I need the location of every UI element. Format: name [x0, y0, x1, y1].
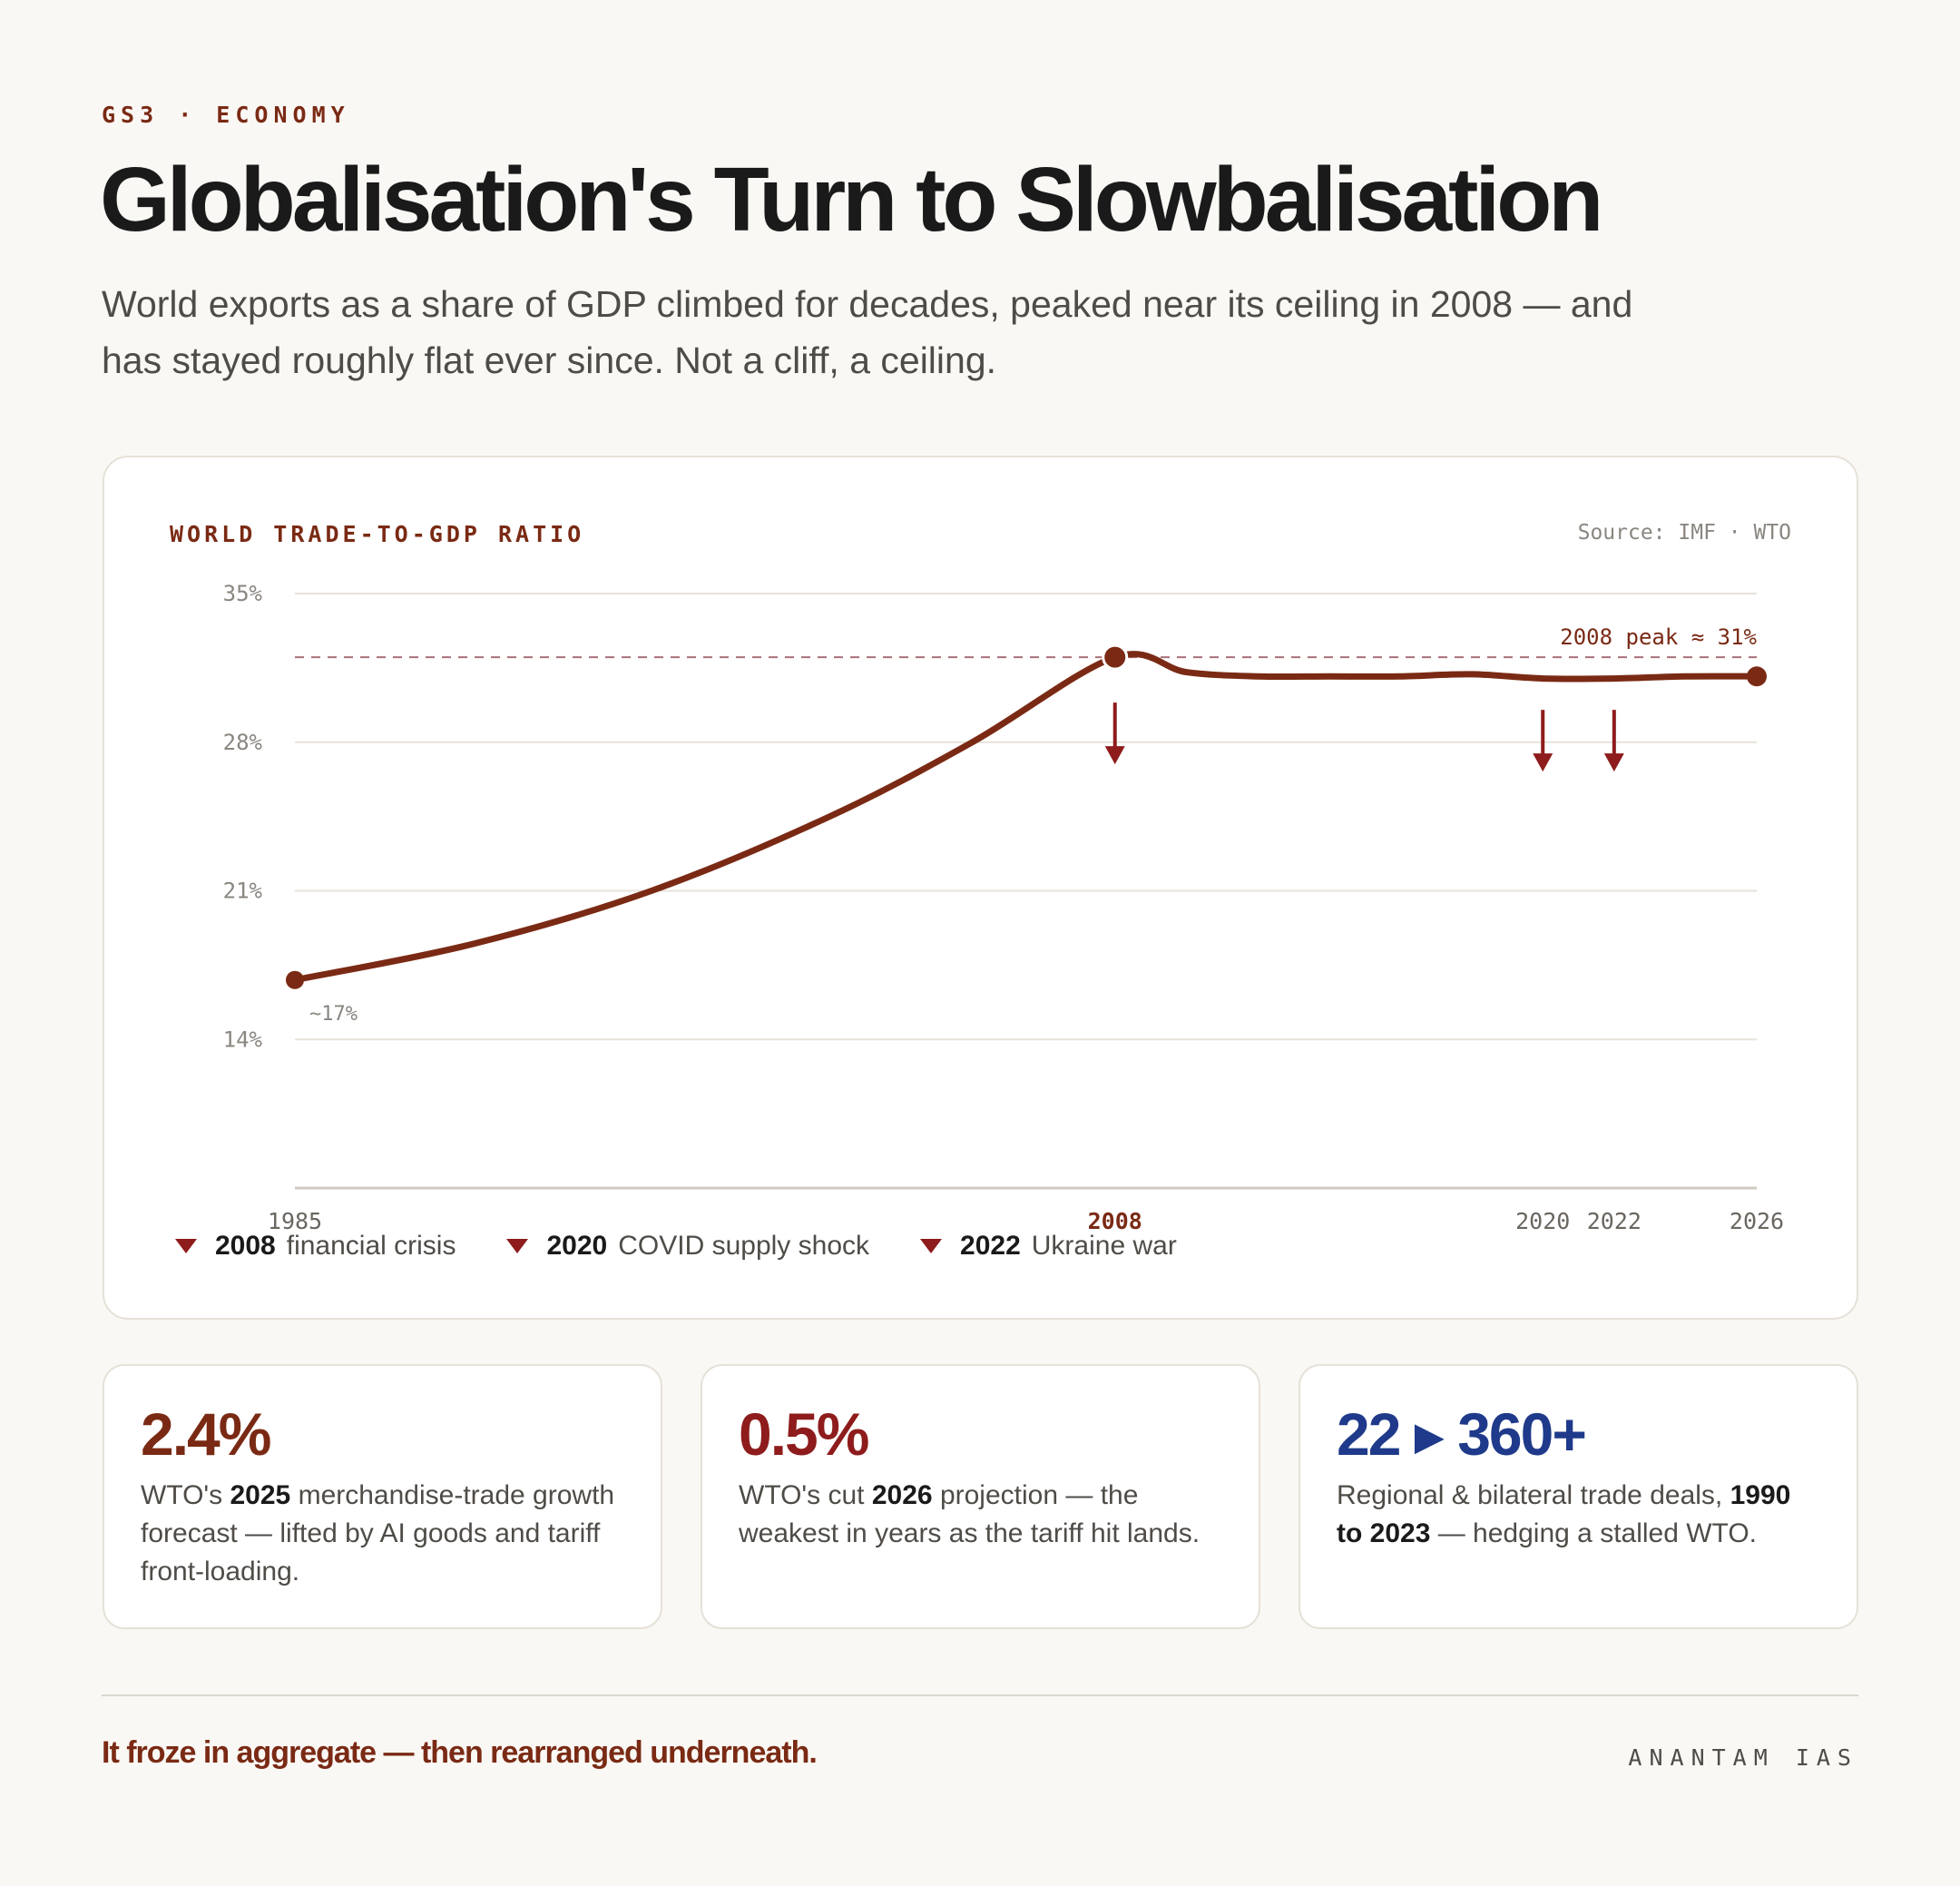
page-subtitle: World exports as a share of GDP climbed … [102, 283, 1633, 381]
legend-label: Ukraine war [1031, 1231, 1177, 1261]
legend-year: 2020 [546, 1231, 608, 1261]
stat-description: WTO's cut 2026 projection — the weakest … [739, 1480, 1200, 1548]
stat-value: 22 ▸ 360+ [1337, 1400, 1587, 1468]
triangle-down-icon [920, 1239, 943, 1253]
y-tick-label: 14% [223, 1026, 263, 1052]
legend-year: 2008 [215, 1231, 276, 1261]
legend-year: 2022 [960, 1231, 1021, 1261]
kicker: GS3 · ECONOMY [102, 102, 350, 128]
footer-divider [102, 1694, 1858, 1696]
chart-card: WORLD TRADE-TO-GDP RATIO Source: IMF · W… [103, 456, 1858, 1320]
event-arrow-head [1104, 746, 1125, 765]
x-tick-label: 1985 [268, 1208, 322, 1234]
trade-ratio-chart: 35% 28% 21% 14% 1985 2008 2020 2022 2026 2008 pea… [223, 581, 1784, 1234]
event-legend: 2008 financial crisis 2020 COVID supply sho… [175, 1231, 1177, 1262]
y-tick-label: 28% [223, 730, 263, 755]
legend-item: 2008 financial crisis [175, 1231, 456, 1262]
peak-point [1102, 643, 1129, 671]
legend-label: COVID supply shock [618, 1231, 870, 1261]
legend-label: financial crisis [286, 1231, 456, 1261]
triangle-down-icon [506, 1239, 529, 1253]
stat-card: 0.5% WTO's cut 2026 projection — the weak… [701, 1364, 1260, 1629]
end-point [1747, 666, 1767, 687]
chart-source: Source: IMF · WTO [1577, 521, 1791, 545]
closing-line: It froze in aggregate — then rearranged … [102, 1735, 818, 1770]
trade-ratio-line [291, 651, 1760, 984]
x-tick-label: 2020 [1515, 1208, 1570, 1234]
start-annotation: ~17% [309, 1003, 358, 1026]
legend-item: 2020 COVID supply shock [506, 1231, 869, 1262]
legend-item: 2022 Ukraine war [920, 1231, 1177, 1262]
stat-card: 2.4% WTO's 2025 merchandise-trade growth … [103, 1364, 662, 1629]
stat-description: WTO's 2025 merchandise-trade growth fore… [141, 1480, 615, 1586]
y-tick-label: 35% [223, 581, 263, 606]
x-tick-label: 2026 [1730, 1208, 1784, 1234]
stat-card: 22 ▸ 360+ Regional & bilateral trade deal… [1298, 1364, 1858, 1629]
y-tick-label: 21% [223, 879, 263, 904]
event-arrow-head [1603, 753, 1624, 772]
event-arrow-head [1533, 753, 1553, 772]
x-tick-label: 2022 [1587, 1208, 1642, 1234]
stat-description: Regional & bilateral trade deals, 1990 t… [1337, 1480, 1791, 1548]
start-point [286, 970, 304, 989]
triangle-down-icon [175, 1239, 197, 1253]
page-title: Globalisation's Turn to Slowbalisation [100, 149, 1603, 250]
brand-name: ANANTAM IAS [1628, 1744, 1858, 1771]
stat-value: 0.5% [739, 1400, 869, 1468]
stat-value: 2.4% [141, 1400, 271, 1468]
peak-label: 2008 peak ≈ 31% [1560, 624, 1757, 650]
chart-label: WORLD TRADE-TO-GDP RATIO [170, 521, 585, 547]
x-tick-label: 2008 [1088, 1208, 1142, 1234]
